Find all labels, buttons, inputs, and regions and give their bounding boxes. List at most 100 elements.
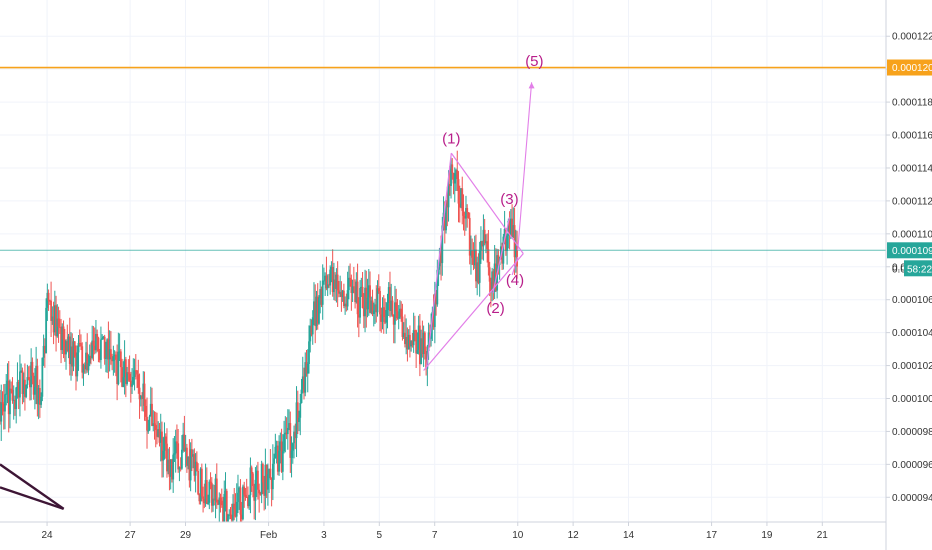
candle-body — [108, 349, 111, 360]
candle-body — [279, 441, 282, 451]
candle-body — [82, 364, 85, 373]
candle-body — [269, 468, 272, 479]
candle-body — [42, 345, 45, 358]
candle-body — [389, 287, 391, 311]
candle-body — [62, 326, 65, 340]
resistance-badge-label: 0.0001201 — [892, 63, 932, 74]
candle-body — [415, 330, 418, 354]
candle-body — [131, 383, 133, 387]
candle-body — [369, 285, 371, 313]
candle-body — [88, 355, 91, 364]
wave-label: (3) — [500, 191, 518, 208]
candle-body — [259, 493, 262, 495]
candle-body — [402, 332, 405, 337]
candle-body — [106, 339, 109, 358]
candle-body — [380, 314, 383, 322]
candle-body — [80, 343, 82, 347]
candle-body — [60, 326, 62, 351]
candle-body — [472, 257, 475, 266]
candle-body — [470, 250, 472, 256]
candle-body — [301, 376, 304, 390]
candle-body — [33, 387, 36, 395]
candle-body — [133, 370, 136, 377]
candle-body — [366, 297, 369, 310]
candle-body — [406, 337, 409, 350]
candle-body — [375, 304, 378, 313]
candle-body — [237, 492, 239, 502]
candle-body — [493, 263, 496, 292]
candle-body — [337, 290, 340, 294]
candle-body — [514, 245, 517, 258]
candle-body — [318, 297, 320, 324]
candle-body — [101, 338, 104, 340]
candle-body — [471, 250, 474, 258]
candle-body — [81, 346, 84, 373]
candle-body — [311, 317, 314, 335]
candle-body — [200, 468, 203, 497]
candle-body — [330, 266, 333, 270]
candle-body — [102, 336, 105, 339]
candle-body — [61, 326, 64, 351]
candle-body — [263, 482, 266, 496]
candle-body — [386, 303, 389, 310]
candle-body — [314, 301, 317, 327]
candle-body — [50, 300, 52, 321]
candle-body — [446, 200, 449, 208]
candle-body — [91, 340, 94, 358]
candle-body — [275, 445, 278, 447]
candle-body — [334, 279, 337, 289]
candle-body — [499, 246, 502, 260]
triangle-pattern-line — [425, 153, 452, 369]
candle-body — [377, 288, 380, 292]
candle-body — [361, 286, 364, 308]
candle-body — [224, 490, 227, 494]
candle-body — [273, 458, 276, 464]
candle-body — [134, 370, 137, 372]
candle-body — [295, 402, 298, 439]
candle-body — [203, 498, 206, 504]
candle-body — [512, 225, 515, 237]
candle-body — [153, 423, 156, 426]
candle-body — [370, 300, 373, 313]
candle-body — [76, 352, 79, 377]
wave-label: (1) — [442, 130, 460, 147]
candle-body — [71, 346, 74, 367]
candle-body — [228, 514, 231, 516]
candle-body — [507, 220, 510, 236]
candle-body — [51, 316, 54, 321]
candle-body — [410, 341, 413, 347]
candle-body — [445, 200, 447, 231]
candle-body — [53, 305, 56, 333]
candle-body — [190, 449, 193, 457]
candle-body — [26, 377, 29, 385]
candle-body — [284, 432, 287, 435]
candle-body — [349, 277, 352, 280]
candle-body — [144, 405, 147, 417]
trendline — [0, 463, 65, 510]
candle-body — [105, 357, 107, 359]
candle-body — [87, 363, 90, 371]
candle-body — [283, 434, 285, 452]
countdown-prefix: 0.00 — [892, 264, 912, 275]
candle-body — [290, 450, 293, 458]
candle-body — [457, 179, 460, 204]
candle-body — [55, 305, 57, 337]
candle-body — [152, 423, 155, 426]
x-tick-label: 24 — [42, 530, 54, 541]
candle-body — [32, 375, 35, 395]
candle-body — [215, 478, 218, 503]
candle-body — [441, 225, 444, 264]
candle-body — [497, 255, 500, 266]
candle-body — [157, 429, 160, 437]
candle-body — [202, 496, 204, 499]
candle-body — [189, 449, 192, 481]
candle-body — [399, 308, 401, 318]
triangle-pattern-line — [511, 256, 519, 276]
triangle-pattern-line — [492, 217, 511, 294]
x-tick-label: 7 — [432, 530, 438, 541]
